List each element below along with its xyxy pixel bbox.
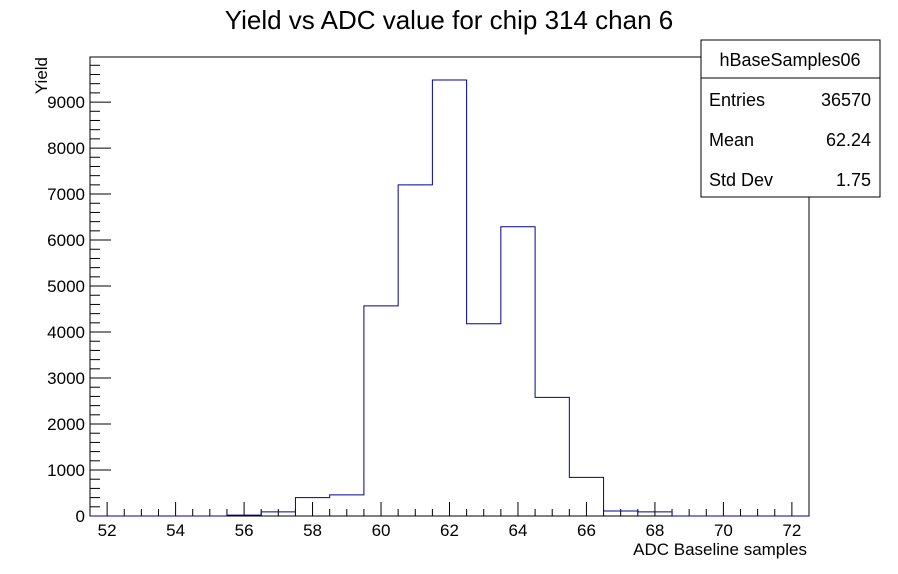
x-axis-title: ADC Baseline samples <box>633 540 807 559</box>
x-tick-label: 64 <box>509 521 528 540</box>
x-tick-label: 60 <box>372 521 391 540</box>
x-tick-label: 52 <box>98 521 117 540</box>
x-tick-label: 56 <box>235 521 254 540</box>
stats-box-name: hBaseSamples06 <box>719 50 860 70</box>
y-tick-label: 8000 <box>47 139 85 158</box>
stats-stddev-label: Std Dev <box>709 170 773 190</box>
y-tick-label: 9000 <box>47 93 85 112</box>
x-tick-label: 58 <box>303 521 322 540</box>
stats-entries-value: 36570 <box>821 90 871 110</box>
y-tick-label: 7000 <box>47 185 85 204</box>
y-tick-label: 0 <box>76 507 85 526</box>
y-tick-label: 4000 <box>47 323 85 342</box>
x-tick-label: 68 <box>645 521 664 540</box>
stats-box: hBaseSamples06 Entries 36570 Mean 62.24 … <box>700 39 881 198</box>
y-tick-label: 3000 <box>47 369 85 388</box>
x-tick-label: 70 <box>714 521 733 540</box>
y-tick-label: 2000 <box>47 415 85 434</box>
x-tick-label: 54 <box>166 521 185 540</box>
x-tick-label: 62 <box>440 521 459 540</box>
x-axis: 52 54 56 58 60 62 64 66 68 70 72 <box>98 502 801 540</box>
stats-entries-label: Entries <box>709 90 765 110</box>
y-tick-label: 6000 <box>47 231 85 250</box>
stats-box-frame <box>700 39 881 198</box>
y-tick-label: 1000 <box>47 461 85 480</box>
x-tick-label: 66 <box>577 521 596 540</box>
y-tick-label: 5000 <box>47 277 85 296</box>
y-axis-title: Yield <box>32 57 51 94</box>
y-axis: 0 1000 2000 3000 4000 5000 6000 7000 8000 9000 <box>47 64 111 526</box>
stats-mean-value: 62.24 <box>826 130 871 150</box>
chart-title: Yield vs ADC value for chip 314 chan 6 <box>225 5 674 35</box>
stats-stddev-value: 1.75 <box>836 170 871 190</box>
x-tick-label: 72 <box>782 521 801 540</box>
histogram-series-line <box>90 79 809 517</box>
stats-mean-label: Mean <box>709 130 754 150</box>
